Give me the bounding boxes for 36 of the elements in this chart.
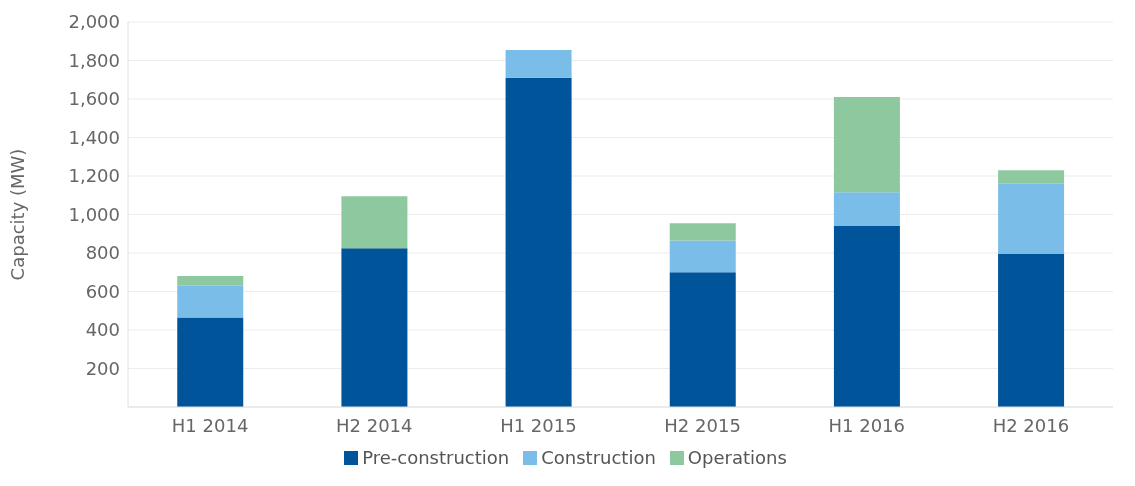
bar bbox=[669, 223, 736, 241]
x-tick-label: H1 2016 bbox=[828, 414, 906, 436]
bar bbox=[669, 272, 736, 407]
bar bbox=[505, 77, 572, 407]
bar bbox=[505, 49, 572, 78]
y-tick-label: 600 bbox=[85, 280, 120, 302]
bar bbox=[833, 226, 900, 407]
bar bbox=[341, 248, 408, 407]
y-tick-label: 2,000 bbox=[68, 11, 120, 33]
bar bbox=[177, 276, 244, 286]
x-tick-label: H2 2014 bbox=[335, 414, 413, 436]
bar bbox=[998, 183, 1065, 254]
y-tick-label: 1,200 bbox=[68, 165, 120, 187]
y-axis-title: Capacity (MW) bbox=[7, 148, 29, 281]
legend-label: Construction bbox=[541, 447, 656, 468]
bar bbox=[833, 97, 900, 193]
y-tick-label: 1,600 bbox=[68, 88, 120, 110]
x-tick-label: H2 2016 bbox=[992, 414, 1070, 436]
bar bbox=[341, 196, 408, 249]
y-tick-label: 1,000 bbox=[68, 203, 120, 225]
y-tick-label: 1,400 bbox=[68, 126, 120, 148]
x-tick-label: H1 2015 bbox=[500, 414, 577, 436]
y-tick-label: 400 bbox=[85, 319, 120, 341]
bar bbox=[177, 317, 244, 407]
bar bbox=[177, 285, 244, 318]
x-tick-label: H2 2015 bbox=[664, 414, 741, 436]
x-tick-label: H1 2014 bbox=[171, 414, 249, 436]
bar bbox=[833, 192, 900, 227]
bar bbox=[998, 253, 1065, 407]
bar bbox=[998, 170, 1065, 184]
bar bbox=[669, 240, 736, 273]
y-tick-label: 800 bbox=[85, 242, 120, 264]
legend-label: Pre-construction bbox=[362, 447, 510, 468]
y-tick-label: 200 bbox=[85, 357, 120, 379]
y-tick-label: 1,800 bbox=[68, 49, 120, 71]
legend-label: Operations bbox=[687, 447, 787, 468]
